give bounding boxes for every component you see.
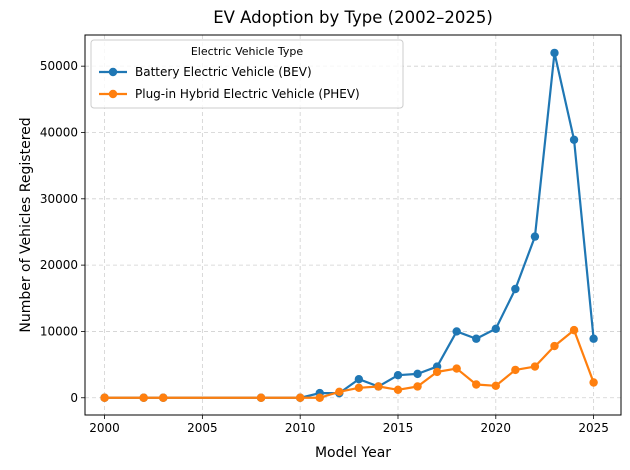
data-point-phev: [256, 393, 266, 402]
legend-label-bev: Battery Electric Vehicle (BEV): [135, 65, 312, 79]
y-axis-title: Number of Vehicles Registered: [18, 117, 34, 332]
data-point-phev: [100, 393, 109, 402]
tick-layer: 2000 2005 2010 2015 2020 2025 0 10000 20000 30000…: [40, 59, 609, 435]
data-point-phev: [393, 385, 403, 394]
data-point-phev: [354, 383, 364, 393]
series-line-phev: [104, 329, 595, 399]
legend-entries: Battery Electric Vehicle (BEV) Plug-in Hy…: [99, 65, 360, 101]
data-point-phev: [432, 367, 442, 377]
data-point-bev: [569, 135, 579, 144]
x-tick-label: 2015: [383, 421, 414, 435]
data-point-phev: [335, 387, 344, 396]
x-tick-label: 2010: [285, 421, 316, 435]
data-point-phev: [139, 393, 148, 402]
y-tick-label: 50000: [40, 59, 78, 73]
data-point-phev: [452, 364, 461, 373]
y-tick-label: 10000: [40, 324, 78, 338]
data-point-phev: [374, 382, 383, 391]
legend-title: Electric Vehicle Type: [191, 45, 304, 58]
y-tick-label: 30000: [40, 192, 78, 206]
series-layer: [100, 48, 598, 402]
data-point-phev: [472, 380, 481, 389]
data-point-bev: [452, 327, 461, 336]
data-point-bev: [550, 48, 559, 58]
data-point-phev: [295, 393, 305, 402]
data-point-phev: [315, 393, 324, 402]
x-tick-label: 2025: [578, 421, 609, 435]
legend-label-phev: Plug-in Hybrid Electric Vehicle (PHEV): [135, 87, 360, 101]
data-point-phev: [530, 362, 540, 371]
y-tick-label: 0: [70, 391, 78, 405]
legend-marker-bev: [108, 67, 118, 77]
data-point-phev: [413, 382, 422, 391]
data-point-bev: [491, 324, 501, 333]
legend-marker-phev: [108, 89, 118, 99]
data-point-bev: [530, 232, 540, 241]
data-point-bev: [413, 369, 422, 379]
y-tick-label: 20000: [40, 258, 78, 272]
data-point-bev: [354, 374, 364, 384]
y-tick-label: 40000: [40, 125, 78, 139]
data-point-phev: [550, 341, 559, 351]
data-point-bev: [589, 334, 598, 343]
x-tick-label: 2005: [187, 421, 218, 435]
x-tick-label: 2020: [481, 421, 512, 435]
data-point-phev: [491, 381, 501, 391]
data-point-phev: [159, 393, 168, 402]
data-point-phev: [569, 325, 579, 335]
data-point-bev: [472, 334, 481, 343]
x-tick-label: 2000: [89, 421, 120, 435]
chart-title: EV Adoption by Type (2002–2025): [213, 8, 493, 27]
data-point-bev: [393, 371, 403, 380]
data-point-phev: [511, 365, 520, 375]
legend: Electric Vehicle Type Battery Electric V…: [90, 39, 404, 109]
x-axis-title: Model Year: [315, 445, 391, 461]
data-point-phev: [589, 378, 598, 387]
legend-box: [90, 39, 404, 109]
plot-frame: [84, 34, 622, 416]
data-point-bev: [511, 284, 520, 294]
